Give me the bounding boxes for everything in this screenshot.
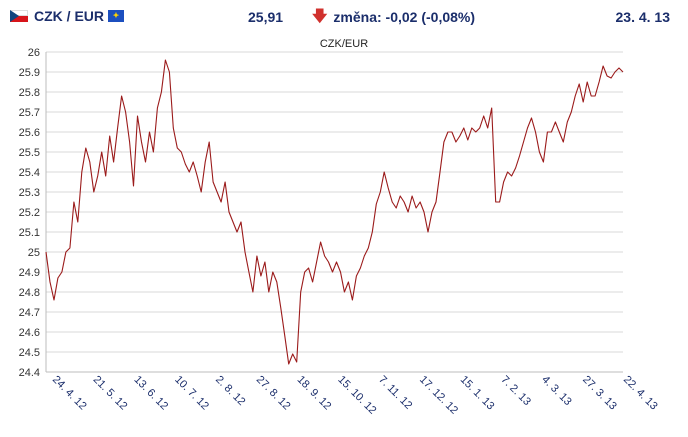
x-tick-label: 17. 12. 12 — [417, 374, 460, 417]
x-tick-label: 27. 3. 13 — [580, 374, 619, 413]
czech-flag-icon — [10, 10, 28, 22]
eu-flag-icon: ✦ — [108, 10, 124, 22]
x-tick-label: 21. 5. 12 — [91, 374, 130, 413]
x-tick-label: 10. 7. 12 — [172, 374, 211, 413]
x-tick-label: 13. 6. 12 — [131, 374, 170, 413]
x-tick-label: 7. 2. 13 — [499, 374, 533, 408]
current-rate: 25,91 — [248, 9, 284, 25]
chart-title: CZK/EUR — [319, 38, 369, 50]
y-tick-label: 24.8 — [19, 287, 40, 299]
currency-pair[interactable]: CZK / EUR ✦ — [10, 8, 124, 24]
series-line — [45, 59, 624, 365]
y-tick-label: 24.7 — [19, 307, 40, 319]
x-tick-label: 22. 4. 13 — [621, 374, 660, 413]
y-tick-label: 25.9 — [19, 67, 40, 79]
x-tick-label: 15. 10. 12 — [335, 374, 378, 417]
x-tick-label: 4. 3. 13 — [539, 374, 573, 408]
y-tick-label: 26 — [28, 47, 40, 59]
y-tick-label: 24.5 — [19, 347, 40, 359]
y-tick-label: 25.1 — [19, 227, 40, 239]
x-tick-label: 18. 9. 12 — [295, 374, 334, 413]
y-tick-label: 25.8 — [19, 87, 40, 99]
x-tick-label: 7. 11. 12 — [376, 374, 414, 412]
x-tick-label: 27. 8. 12 — [254, 374, 293, 413]
arrow-down-icon: 🡇 — [312, 8, 328, 25]
y-tick-label: 25 — [28, 247, 40, 259]
x-tick-label: 24. 4. 12 — [50, 374, 89, 413]
y-tick-label: 24.4 — [19, 367, 40, 379]
y-tick-label: 25.3 — [19, 187, 40, 199]
rate-date: 23. 4. 13 — [615, 9, 671, 25]
currency-pair-label: CZK / EUR — [34, 8, 104, 24]
rate-change: 🡇 změna: -0,02 (-0,08%) — [312, 9, 475, 25]
y-tick-label: 25.6 — [19, 127, 40, 139]
change-label: změna: -0,02 (-0,08%) — [333, 9, 476, 25]
x-tick-label: 2. 8. 12 — [213, 374, 247, 408]
rate-header: CZK / EUR ✦ 25,91 🡇 změna: -0,02 (-0,08%… — [0, 0, 688, 30]
y-tick-label: 25.5 — [19, 147, 40, 159]
y-tick-label: 24.6 — [19, 327, 40, 339]
x-tick-label: 15. 1. 13 — [458, 374, 497, 413]
y-tick-label: 25.2 — [19, 207, 40, 219]
y-tick-label: 24.9 — [19, 267, 40, 279]
y-tick-label: 25.4 — [19, 167, 40, 179]
y-tick-label: 25.7 — [19, 107, 40, 119]
